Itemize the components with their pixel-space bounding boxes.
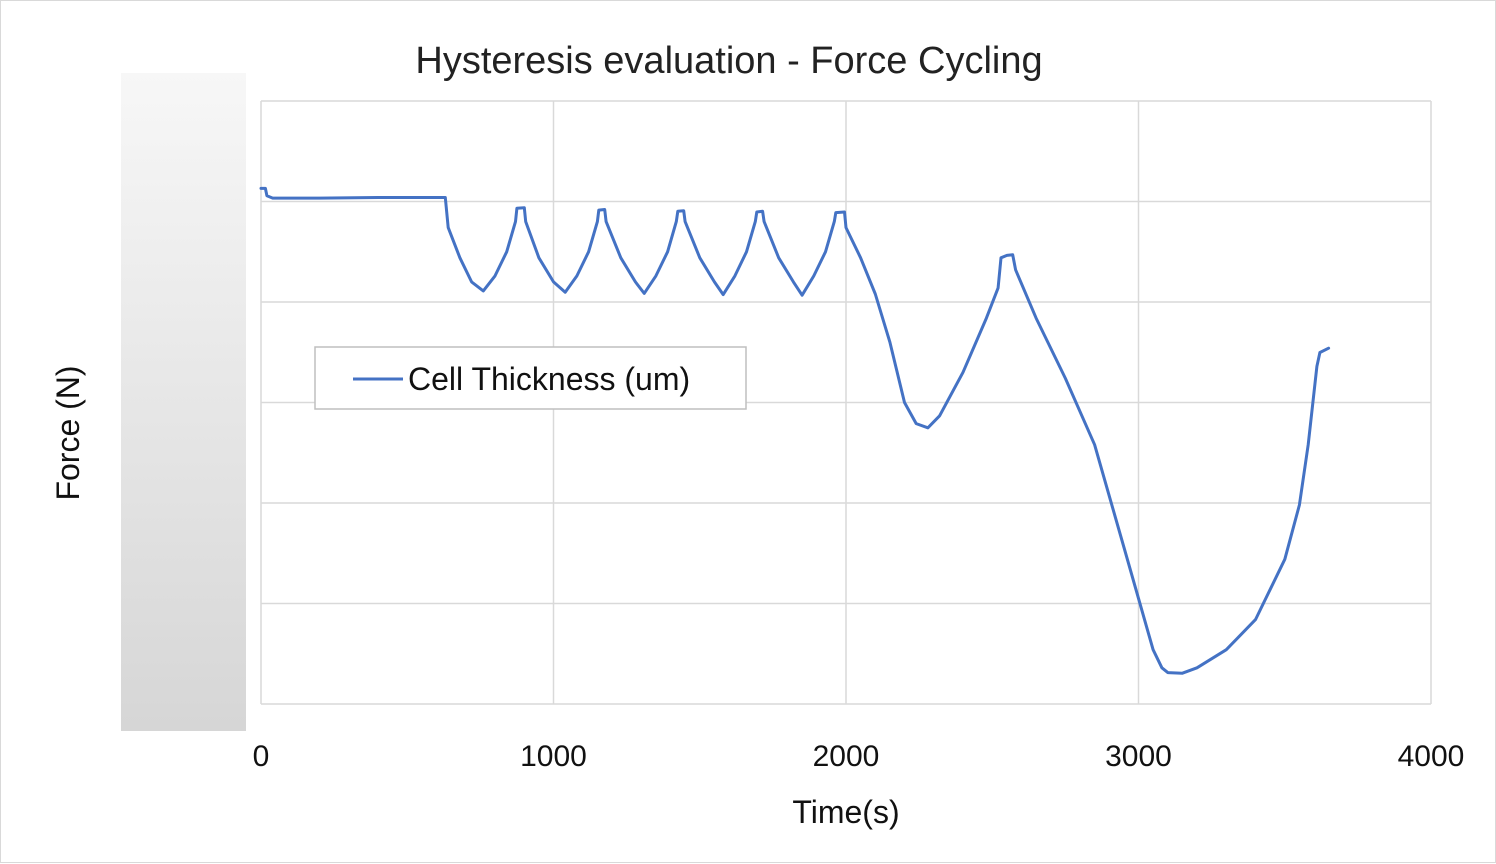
y-axis-title: Force (N) <box>50 365 86 500</box>
x-tick-label: 3000 <box>1105 740 1172 773</box>
chart: Hysteresis evaluation - Force Cycling 0 1… <box>1 1 1496 864</box>
x-axis-title: Time(s) <box>792 794 899 830</box>
series-line-cell-thickness <box>261 188 1329 673</box>
x-tick-label: 4000 <box>1398 740 1465 773</box>
x-tick-label: 1000 <box>520 740 587 773</box>
chart-title: Hysteresis evaluation - Force Cycling <box>415 40 1042 82</box>
x-tick-labels: 0 1000 2000 3000 4000 <box>253 740 1465 773</box>
series-layer <box>261 188 1329 673</box>
chart-frame: Hysteresis evaluation - Force Cycling 0 1… <box>0 0 1496 863</box>
x-tick-label: 0 <box>253 740 270 773</box>
legend-label: Cell Thickness (um) <box>408 361 690 397</box>
x-tick-label: 2000 <box>813 740 880 773</box>
legend: Cell Thickness (um) <box>315 347 746 409</box>
y-axis-label-mask <box>121 73 246 731</box>
